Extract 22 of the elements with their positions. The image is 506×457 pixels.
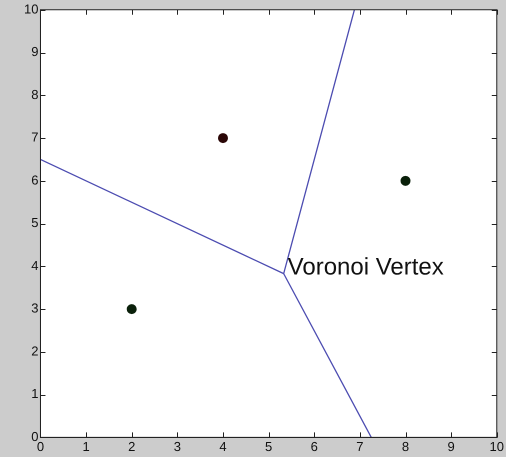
- y-tick-label: 6: [31, 172, 38, 188]
- y-tick-label: 10: [24, 1, 38, 16]
- y-tick-label: 4: [31, 258, 38, 273]
- x-tick-label: 2: [128, 438, 136, 454]
- x-tick-label: 10: [490, 438, 504, 454]
- x-tick-label: 5: [265, 438, 272, 454]
- y-tick-label: 5: [31, 215, 38, 230]
- annotation: Voronoi Vertex: [288, 253, 444, 280]
- x-tick-label: 3: [174, 438, 181, 454]
- y-tick-label: 1: [31, 386, 38, 402]
- x-tick-label: 9: [448, 438, 455, 454]
- x-tick-label: 1: [82, 438, 90, 454]
- y-tick-label: 8: [31, 86, 38, 102]
- y-tick-label: 9: [31, 44, 38, 60]
- x-tick-label: 4: [219, 438, 227, 454]
- y-tick-label: 2: [31, 343, 38, 358]
- y-tick-label: 7: [31, 130, 38, 145]
- y-tick-label: 0: [31, 428, 38, 444]
- y-tick-label: 3: [31, 300, 38, 316]
- x-tick-label: 8: [402, 438, 410, 454]
- x-tick-label: 6: [310, 438, 318, 454]
- x-tick-label: 7: [356, 438, 364, 454]
